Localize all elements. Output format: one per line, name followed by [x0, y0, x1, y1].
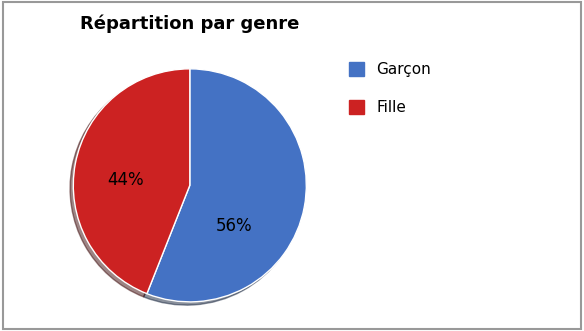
Legend: Garçon, Fille: Garçon, Fille [349, 62, 431, 115]
Text: 44%: 44% [107, 170, 144, 189]
Title: Répartition par genre: Répartition par genre [80, 14, 300, 33]
Text: 56%: 56% [215, 217, 252, 235]
Wedge shape [147, 69, 307, 302]
Wedge shape [73, 69, 190, 294]
